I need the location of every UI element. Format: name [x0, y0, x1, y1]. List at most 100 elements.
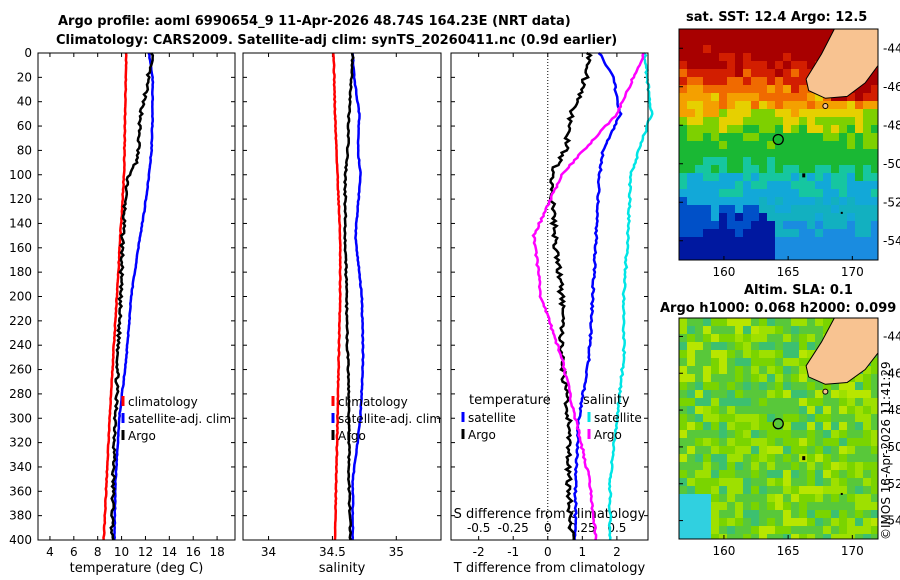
map-cell	[815, 414, 824, 423]
map-cell	[871, 510, 878, 519]
map-cell	[839, 526, 848, 535]
map-x-tick-label: 170	[841, 544, 864, 558]
map-cell	[815, 29, 824, 38]
map-cell	[799, 518, 808, 527]
map-cell	[735, 229, 744, 238]
map-cell	[727, 406, 736, 415]
y-tick-label: 340	[9, 460, 32, 474]
difference-line-temperature--rgo	[548, 51, 593, 541]
salinity-line-climatology	[332, 52, 342, 541]
map-cell	[863, 446, 872, 455]
map-cell	[847, 149, 856, 158]
map-cell	[767, 486, 776, 495]
map-cell	[839, 149, 848, 158]
map-cell	[711, 101, 720, 110]
map-cell	[679, 478, 688, 487]
map-cell	[863, 494, 872, 503]
map-cell	[711, 133, 720, 142]
map-cell	[711, 382, 720, 391]
map-body	[679, 29, 878, 260]
y-tick-label: 300	[9, 411, 32, 425]
map-cell	[751, 342, 760, 351]
map-cell	[679, 221, 688, 230]
map-cell	[783, 29, 792, 38]
map-cell	[743, 221, 752, 230]
map-cell	[687, 478, 696, 487]
map-cell	[863, 221, 872, 230]
map-cell	[735, 414, 744, 423]
map-cell	[703, 342, 712, 351]
map-cell	[695, 518, 704, 527]
map-cell	[679, 53, 688, 62]
y-tick-label: 220	[9, 314, 32, 328]
map-cell	[767, 334, 776, 343]
map-cell	[687, 189, 696, 198]
map-cell	[783, 117, 792, 126]
map-cell	[783, 37, 792, 46]
map-cell	[767, 406, 776, 415]
map-cell	[855, 446, 864, 455]
sst-map-panel: 160 165 170 -44 -46 -48 -50 -52 -54	[678, 28, 900, 279]
map-cell	[863, 245, 872, 254]
map-cell	[863, 157, 872, 166]
map-cell	[871, 398, 878, 407]
map-cell	[735, 189, 744, 198]
map-cell	[751, 181, 760, 190]
map-cell	[751, 125, 760, 134]
map-cell	[871, 470, 878, 479]
map-cell	[679, 382, 688, 391]
salinity-line--rgo	[342, 52, 355, 541]
map-cell	[823, 157, 832, 166]
map-cell	[839, 229, 848, 238]
map-cell	[775, 510, 784, 519]
map-cell	[751, 422, 760, 431]
map-cell	[767, 510, 776, 519]
map-cell	[871, 374, 878, 383]
map-cell	[839, 454, 848, 463]
map-cell	[815, 446, 824, 455]
map-x-tick-label: 160	[712, 265, 735, 279]
map-cell	[703, 390, 712, 399]
map-cell	[863, 253, 872, 260]
map-cell	[719, 526, 728, 535]
map-cell	[839, 438, 848, 447]
map-cell	[783, 213, 792, 222]
map-cell	[767, 382, 776, 391]
map-cell	[847, 125, 856, 134]
map-cell	[767, 438, 776, 447]
map-cell	[711, 454, 720, 463]
map-cell	[815, 486, 824, 495]
map-cell	[871, 518, 878, 527]
legend-label: climatology	[128, 395, 198, 409]
map-cell	[679, 125, 688, 134]
map-cell	[711, 205, 720, 214]
map-cell	[871, 149, 878, 158]
map-cell	[679, 518, 688, 527]
map-cell	[799, 438, 808, 447]
map-cell	[759, 229, 768, 238]
y-tick-label: 180	[9, 265, 32, 279]
map-cell	[695, 438, 704, 447]
map-cell	[711, 85, 720, 94]
map-cell	[815, 398, 824, 407]
map-y-tick-label: -46	[883, 366, 900, 380]
map-cell	[783, 494, 792, 503]
map-cell	[727, 414, 736, 423]
map-cell	[783, 205, 792, 214]
map-cell	[871, 237, 878, 246]
map-cell	[799, 221, 808, 230]
map-cell	[735, 526, 744, 535]
map-cell	[775, 101, 784, 110]
map-cell	[727, 29, 736, 38]
map-cell	[687, 181, 696, 190]
map-cell	[695, 229, 704, 238]
map-cell	[751, 61, 760, 70]
map-cell	[839, 398, 848, 407]
map-cell	[775, 334, 784, 343]
map-cell	[719, 414, 728, 423]
map-cell	[863, 486, 872, 495]
map-cell	[759, 454, 768, 463]
map-cell	[855, 205, 864, 214]
map-cell	[711, 502, 720, 511]
map-cell	[855, 398, 864, 407]
